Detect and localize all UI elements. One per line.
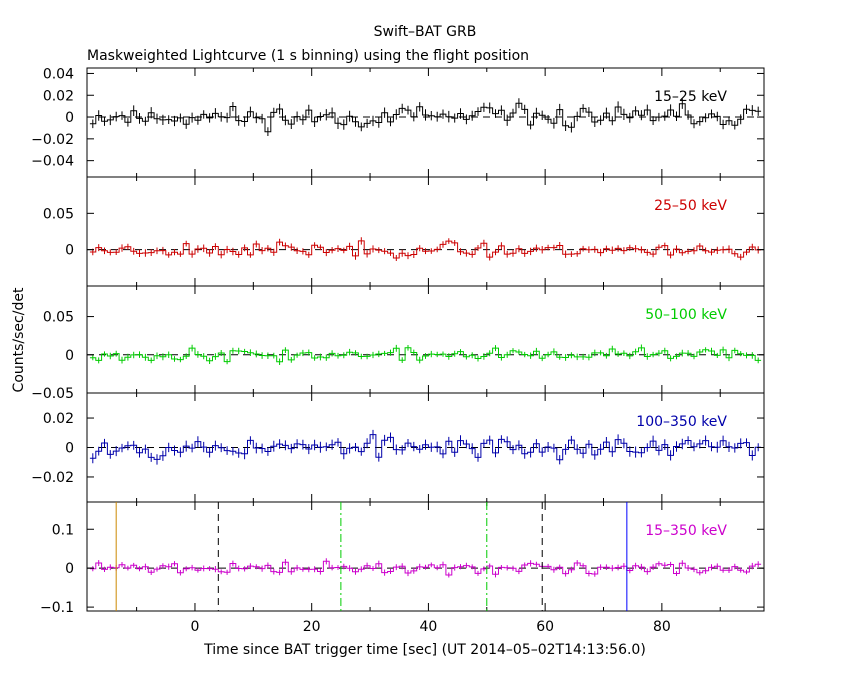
series-line — [89, 560, 762, 576]
chart-subtitle: Maskweighted Lightcurve (1 s binning) us… — [87, 48, 529, 64]
band-label: 100–350 keV — [636, 414, 727, 430]
series-line — [89, 347, 762, 363]
panel-frame — [86, 501, 765, 612]
series-line — [89, 102, 762, 133]
y-tick-label: 0 — [65, 348, 74, 364]
x-tick-label: 0 — [191, 619, 200, 635]
panel-3: −0.02 0 0.02 100–350 keV — [31, 392, 765, 503]
panels: −0.04 −0.02 0 0.02 0.04 15–25 keV 0 0.05 25–50 k… — [31, 66, 765, 635]
y-tick-label: −0.05 — [31, 386, 74, 402]
y-tick-label: 0 — [65, 561, 74, 577]
y-tick-label: 0.05 — [43, 206, 74, 222]
panel-1: 0 0.05 25–50 keV — [43, 176, 765, 287]
y-axis-label: Counts/sec/det — [11, 287, 27, 392]
y-tick-label: 0.1 — [52, 522, 74, 538]
panel-frame — [86, 67, 765, 178]
panel-2: −0.05 0 0.05 50–100 keV — [31, 285, 765, 402]
series-line — [89, 434, 762, 461]
y-tick-label: 0 — [65, 243, 74, 259]
band-label: 25–50 keV — [654, 198, 727, 214]
panel-frame — [86, 176, 765, 287]
error-bars — [92, 237, 759, 261]
y-tick-label: 0.05 — [43, 310, 74, 326]
error-bars — [92, 429, 759, 465]
x-tick-label: 60 — [536, 619, 554, 635]
x-axis-label: Time since BAT trigger time [sec] (UT 20… — [203, 642, 646, 658]
y-tick-label: −0.02 — [31, 470, 74, 486]
x-tick-label: 80 — [653, 619, 671, 635]
y-tick-label: 0.02 — [43, 88, 74, 104]
y-tick-label: 0 — [65, 110, 74, 126]
panel-frame — [86, 285, 765, 394]
y-tick-label: −0.1 — [40, 600, 74, 616]
y-tick-label: 0.04 — [43, 66, 74, 82]
panel-0: −0.04 −0.02 0 0.02 0.04 15–25 keV — [31, 66, 765, 178]
panel-4: −0.1 0 0.1 15–350 keV — [40, 501, 765, 616]
x-tick-label: 40 — [420, 619, 438, 635]
y-tick-label: −0.02 — [31, 132, 74, 148]
error-bars — [92, 344, 759, 365]
band-label: 50–100 keV — [645, 307, 727, 323]
band-label: 15–25 keV — [654, 89, 727, 105]
y-tick-label: 0 — [65, 441, 74, 457]
chart-title: Swift–BAT GRB — [374, 24, 477, 40]
series-line — [89, 240, 762, 259]
x-tick-label: 20 — [303, 619, 321, 635]
band-label: 15–350 keV — [645, 523, 727, 539]
y-tick-label: −0.04 — [31, 154, 74, 170]
y-tick-label: 0.02 — [43, 411, 74, 427]
